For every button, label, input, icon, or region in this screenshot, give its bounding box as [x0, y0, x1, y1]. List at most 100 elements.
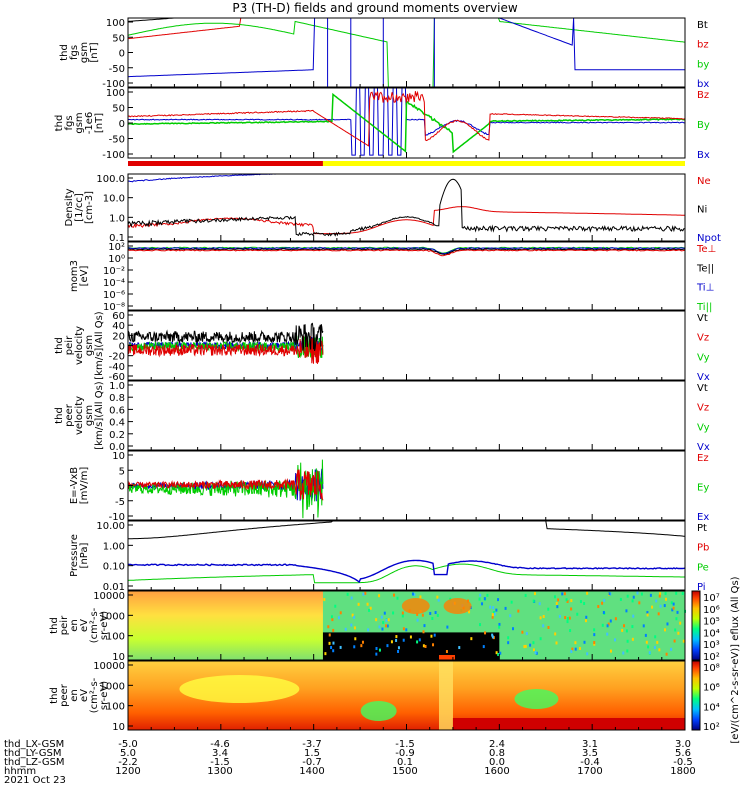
- colorbar-tick: 10⁴: [703, 702, 720, 713]
- ion-spec-pixel: [498, 625, 501, 629]
- ytick-label: 10⁰: [108, 254, 125, 265]
- legend-by: by: [697, 59, 709, 70]
- ylabel-text: en: [69, 689, 80, 702]
- ne-line: [127, 206, 685, 235]
- bt-line: [127, 17, 685, 22]
- ytick-label: 20: [112, 331, 125, 342]
- ion-spec-pixel: [378, 648, 381, 652]
- ylabel-text: sr-eV): [99, 681, 110, 710]
- ion-spec-pixel: [524, 593, 527, 597]
- ion-spec-pixel: [332, 649, 335, 653]
- ylabel-text: [1/cc]: [74, 193, 85, 222]
- ylabel-text: gsm: [79, 42, 90, 63]
- ion-spec-pixel: [626, 649, 629, 653]
- ion-spec-pixel: [362, 592, 365, 596]
- ion-spec-pixel: [492, 606, 495, 610]
- ion-spec-pixel: [574, 641, 577, 645]
- ion-spec-pixel: [491, 615, 494, 619]
- footer-row-label: thd_LY-GSM: [4, 748, 61, 759]
- ion-spec-pixel: [405, 628, 408, 632]
- ion-spec-pixel: [330, 646, 333, 650]
- ion-spec-pixel: [354, 637, 357, 641]
- footer-value: 3.1: [582, 739, 598, 750]
- ion-spec-pixel: [625, 609, 628, 613]
- ion-spec-pixel: [636, 591, 639, 595]
- ion-spec-pixel: [659, 592, 662, 596]
- ion-spec-pixel: [353, 645, 356, 649]
- ion-spec-pixel: [566, 617, 569, 621]
- ylabel-text: thd: [59, 44, 70, 61]
- ylabel-text: thd: [54, 337, 65, 354]
- ion-spec-pixel: [493, 611, 496, 615]
- footer-value: 1200: [115, 766, 140, 777]
- fgs-series: [127, 17, 686, 88]
- ion-spec-pixel: [364, 591, 367, 595]
- ion-spec-pixel: [507, 641, 510, 645]
- ion-spec-pixel: [419, 595, 422, 599]
- footer-value: 5.0: [120, 748, 136, 759]
- ion-spec-pixel: [392, 593, 395, 597]
- colorbar-tick: 10⁶: [703, 683, 720, 694]
- ytick-label: 0.10: [103, 562, 125, 573]
- ion-spec-pixel: [375, 652, 378, 656]
- footer-date: 2021 Oct 23: [4, 775, 66, 786]
- colorbar-1: [691, 660, 701, 731]
- ion-spec-pixel: [656, 640, 659, 644]
- ion-spec-pixel: [654, 635, 657, 639]
- ion-spec-pixel: [375, 618, 378, 622]
- colorbar-0: [691, 590, 701, 661]
- vi-line-3: [127, 322, 324, 352]
- ele-spec-band: [438, 661, 453, 730]
- footer-value: -0.7: [302, 757, 322, 768]
- ion-spec-pixel: [424, 644, 427, 648]
- ytick-label: 1000: [100, 681, 125, 692]
- legend-pe: Pe: [697, 562, 709, 573]
- ion-spec-pixel: [578, 646, 581, 650]
- ion-spec-pixel: [645, 640, 648, 644]
- ytick-label: 0: [119, 482, 125, 493]
- ytick-label: 0: [119, 49, 125, 60]
- ion-spec-pixel: [382, 621, 385, 625]
- ion-spec-hot: [438, 655, 455, 660]
- pi-line: [127, 559, 686, 584]
- ion-spec-pixel: [386, 644, 389, 648]
- ion-spec-pixel: [676, 610, 679, 614]
- ion-spec-pixel: [625, 629, 628, 633]
- ion-spec-pixel: [418, 638, 421, 642]
- ytick-label: 10⁻⁴: [103, 278, 125, 289]
- ion-spec-pixel: [323, 598, 326, 602]
- ion-spec-pixel: [395, 638, 398, 642]
- ion-spec-pixel: [653, 645, 656, 649]
- ion-spec-pixel: [579, 600, 582, 604]
- ion-spec-pixel: [593, 633, 596, 637]
- footer-value: -2.2: [118, 757, 138, 768]
- ylabel-text: eV: [79, 689, 90, 702]
- ion-spec-pixel: [553, 595, 556, 599]
- footer-value: 0.8: [489, 748, 505, 759]
- ion-spec-pixel: [339, 611, 342, 615]
- legend-vz: Vz: [697, 403, 709, 414]
- vi-line-2: [127, 335, 324, 365]
- legend-by: By: [697, 120, 710, 131]
- colorbar-tick: 10⁵: [703, 617, 720, 628]
- ion-spec-pixel: [673, 639, 676, 643]
- ion-spec-pixel: [672, 602, 675, 606]
- ion-spec-pixel: [659, 604, 662, 608]
- ytick-label: 0: [119, 342, 125, 353]
- ion-spec-pixel: [632, 595, 635, 599]
- pt-line: [128, 520, 686, 540]
- legend-vy: Vy: [697, 352, 710, 363]
- ion-spec-pixel: [608, 592, 611, 596]
- ion-spec-pixel: [648, 651, 651, 655]
- ni-line: [127, 178, 686, 237]
- legend-bx: bx: [697, 79, 709, 90]
- ion-spec-pixel: [432, 643, 435, 647]
- ion-spec-pixel: [631, 637, 634, 641]
- ytick-label: 10.0: [103, 194, 125, 205]
- ion-spec-pixel: [380, 615, 383, 619]
- panel-frame-ve: [127, 380, 686, 451]
- footer-value: 3.0: [675, 739, 691, 750]
- ion-spec-pixel: [524, 644, 527, 648]
- legend-ti||: Ti||: [696, 302, 712, 313]
